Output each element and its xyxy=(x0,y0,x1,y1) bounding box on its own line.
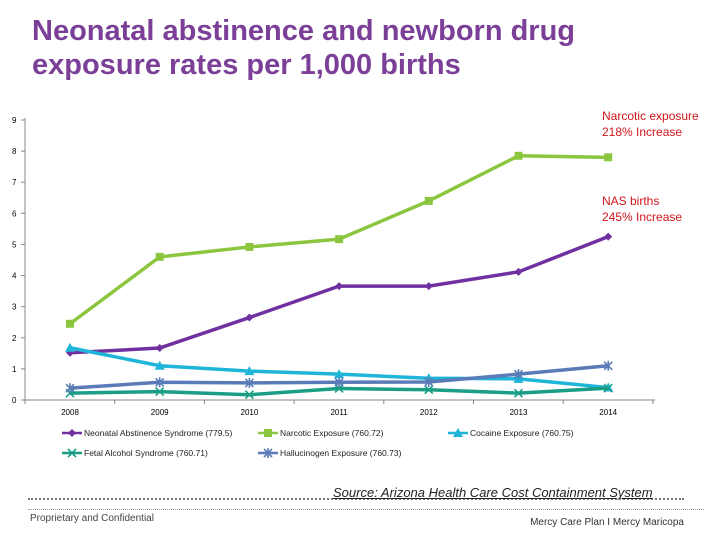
data-point xyxy=(244,377,254,388)
series-line xyxy=(69,235,609,355)
data-point xyxy=(245,313,254,322)
data-point xyxy=(244,366,255,376)
data-point xyxy=(604,232,613,241)
x-tick-label: 2009 xyxy=(151,408,169,417)
legend-label: Hallucinogen Exposure (760.73) xyxy=(280,448,402,458)
x-tick-label: 2011 xyxy=(330,408,348,417)
title-line-2: exposure rates per 1,000 births xyxy=(32,49,461,81)
footer-confidential: Proprietary and Confidential xyxy=(30,513,154,524)
data-point xyxy=(155,387,165,397)
data-point xyxy=(424,385,434,395)
data-point xyxy=(424,282,433,291)
x-tick-label: 2012 xyxy=(420,408,438,417)
y-tick-label: 0 xyxy=(12,396,17,405)
legend-label: Neonatal Abstinence Syndrome (779.5) xyxy=(84,428,233,438)
data-point xyxy=(155,252,164,261)
annotation-nas-line2: 245% Increase xyxy=(602,210,682,224)
data-point xyxy=(334,369,345,379)
data-point xyxy=(604,153,613,162)
divider-dotted xyxy=(28,498,684,500)
y-tick-label: 4 xyxy=(12,272,17,281)
x-tick-label: 2010 xyxy=(241,408,259,417)
data-point xyxy=(424,196,433,205)
data-point xyxy=(245,242,254,251)
data-point xyxy=(513,388,524,398)
title-line-1: Neonatal abstinence and newborn drug xyxy=(32,15,576,47)
source-note: Source: Arizona Health Care Cost Contain… xyxy=(333,485,653,500)
legend-marker xyxy=(263,448,273,458)
data-point xyxy=(335,282,344,291)
series-1 xyxy=(66,151,613,328)
data-point xyxy=(335,235,344,244)
page-title: Neonatal abstinence and newborn drug exp… xyxy=(32,14,575,82)
y-tick-label: 7 xyxy=(12,178,17,187)
y-tick-label: 3 xyxy=(12,303,17,312)
legend-label: Narcotic Exposure (760.72) xyxy=(280,428,384,438)
x-tick-label: 2008 xyxy=(61,408,79,417)
legend-label: Fetal Alcohol Syndrome (760.71) xyxy=(84,448,208,458)
data-point xyxy=(244,390,254,400)
annotation-narcotic-line2: 218% Increase xyxy=(602,125,682,139)
legend-marker xyxy=(68,429,76,437)
data-point xyxy=(514,267,523,276)
data-point xyxy=(66,319,74,328)
series-4 xyxy=(65,360,613,394)
x-tick-label: 2013 xyxy=(510,408,528,417)
data-point xyxy=(65,342,75,352)
data-point xyxy=(424,376,434,387)
legend-label: Cocaine Exposure (760.75) xyxy=(470,428,574,438)
data-point xyxy=(155,377,165,388)
data-point xyxy=(603,383,613,393)
y-tick-label: 1 xyxy=(12,365,17,374)
data-point xyxy=(603,360,613,371)
footer-brand: Mercy Care Plan I Mercy Maricopa xyxy=(530,517,684,528)
x-tick-label: 2014 xyxy=(599,408,617,417)
data-point xyxy=(513,369,524,380)
data-point xyxy=(334,377,344,388)
annotation-nas-line1: NAS births xyxy=(602,194,659,208)
y-tick-label: 9 xyxy=(12,116,17,125)
data-point xyxy=(154,360,165,370)
data-point xyxy=(514,151,523,160)
y-tick-label: 2 xyxy=(12,334,17,343)
y-tick-label: 6 xyxy=(12,209,17,218)
series-0 xyxy=(66,232,613,357)
y-tick-label: 8 xyxy=(12,147,17,156)
data-point xyxy=(155,344,164,353)
legend-marker xyxy=(67,448,77,458)
annotation-narcotic-line1: Narcotic exposure xyxy=(602,109,699,123)
legend-marker xyxy=(264,429,272,437)
y-tick-label: 5 xyxy=(12,240,17,249)
divider-dotted-thin xyxy=(28,509,704,510)
legend-marker xyxy=(453,428,463,437)
data-point xyxy=(65,383,75,394)
